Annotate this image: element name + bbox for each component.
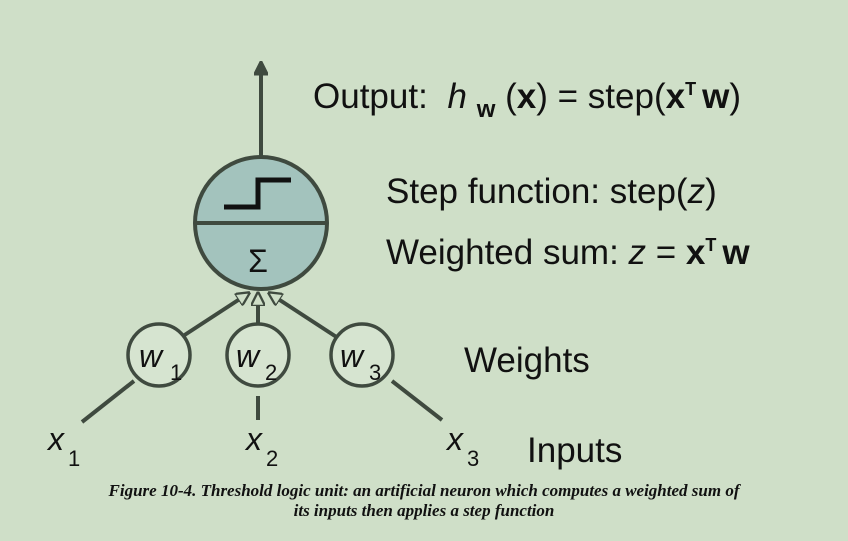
weight-symbol: w [139,338,164,374]
input-symbol: x [244,421,263,457]
input-line-1 [80,379,136,424]
weighted-sum-z: z [628,233,647,272]
output-formula: Output: h w (x) = step(xT w) [313,77,741,125]
input-3: x 3 [445,421,479,471]
output-open: ( [505,77,517,116]
weights-label: Weights [464,341,590,380]
weighted-sum-eq: = [646,233,686,272]
step-function-close: ) [705,172,717,211]
step-function-text: Step function: step( [386,172,688,211]
step-function-label: Step function: step(z) [386,172,717,211]
weighted-sum-w: w [721,233,750,272]
weight-index: 1 [170,360,182,385]
caption-line-1: Figure 10-4. Threshold logic unit: an ar… [108,481,740,500]
weight-arrow-3 [269,293,340,340]
output-close: ) [729,77,741,116]
input-line-3 [390,379,444,422]
inputs-label: Inputs [527,431,622,470]
weight-node-2: w 2 [225,322,291,388]
weighted-sum-transpose: T [705,235,716,255]
output-x2: x [666,77,686,116]
input-symbol: x [445,421,464,457]
step-function-z: z [687,172,706,211]
weight-index: 2 [265,360,277,385]
output-h-sub: w [476,96,496,123]
output-transpose: T [685,79,696,99]
weight-node-3: w 3 [329,322,395,388]
weighted-sum-text: Weighted sum: [386,233,629,272]
weight-symbol: w [340,338,365,374]
weight-symbol: w [236,338,261,374]
output-h: h [448,77,467,116]
weighted-sum-x: x [686,233,706,272]
output-x: x [517,77,537,116]
input-symbol: x [46,421,65,457]
weight-node-1: w 1 [126,322,192,388]
caption-line-2: its inputs then applies a step function [293,501,555,520]
input-index: 1 [68,446,80,471]
output-mid: ) = step( [536,77,666,116]
step-function-icon [224,177,291,210]
input-2: x 2 [244,421,278,471]
figure-caption: Figure 10-4. Threshold logic unit: an ar… [0,481,848,521]
weight-arrow-1 [178,293,249,340]
output-prefix: Output: [313,77,428,116]
input-index: 2 [266,446,278,471]
weighted-sum-label: Weighted sum: z = xT w [386,233,750,272]
weight-index: 3 [369,360,381,385]
input-1: x 1 [46,421,80,471]
output-w: w [701,77,730,116]
sigma-symbol: Σ [248,243,268,279]
input-index: 3 [467,446,479,471]
